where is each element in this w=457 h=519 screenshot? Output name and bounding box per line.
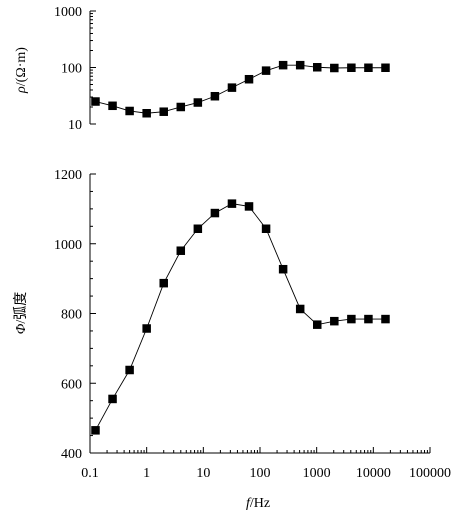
resistivity-point (347, 63, 356, 72)
bottom-x-tick-label: 0.1 (81, 466, 99, 481)
top-y-axis-label: ρ/(Ω·m) (14, 47, 29, 94)
bottom-x-label-symbol: f (246, 496, 252, 511)
resistivity-point (125, 106, 134, 116)
top-y-label-unit: /(Ω·m) (14, 47, 29, 87)
phase-point (193, 224, 203, 233)
bottom-y-tick-label: 800 (61, 308, 82, 323)
bottom-x-tick-label: 100 (250, 466, 271, 481)
top-y-ticks (90, 10, 96, 125)
bottom-x-label-unit: /Hz (250, 496, 270, 511)
phase-point (91, 426, 100, 435)
resistivity-point (278, 60, 288, 70)
resistivity-point (313, 63, 322, 72)
phase-point (159, 278, 168, 288)
bottom-y-tick-labels: 400 600 800 1000 1200 (54, 168, 82, 462)
resistivity-point (364, 63, 373, 72)
phase-point (313, 320, 322, 329)
resistivity-point (91, 97, 100, 106)
bottom-y-label-unit: /弧度 (13, 292, 29, 324)
top-y-tick-label: 10 (68, 118, 82, 133)
top-y-tick-labels: 10 100 1000 (54, 5, 82, 133)
resistivity-point (244, 74, 254, 84)
resistivity-point (142, 109, 151, 118)
resistivity-point (210, 91, 220, 101)
resistivity-point (176, 102, 186, 112)
bottom-x-tick-label: 10 (196, 466, 210, 481)
phase-point (347, 314, 356, 324)
phase-point (381, 314, 390, 324)
phase-point (295, 304, 305, 314)
bottom-x-tick-label: 100000 (409, 466, 451, 481)
resistivity-point (108, 101, 117, 111)
top-y-label-symbol: ρ (14, 86, 29, 94)
phase-series-points (91, 199, 390, 435)
phase-point (278, 264, 288, 274)
bottom-x-tick-label: 1000 (303, 466, 331, 481)
bottom-y-tick-label: 1000 (54, 238, 82, 253)
phase-point (227, 199, 237, 208)
resistivity-point (330, 63, 339, 73)
bottom-x-tick-labels: 0.1 1 10 100 1000 10000 100000 (81, 466, 451, 481)
bottom-y-tick-label: 400 (61, 447, 82, 462)
bottom-y-ticks (90, 173, 96, 454)
bottom-y-label-symbol: Φ (14, 323, 29, 334)
resistivity-point (193, 98, 203, 107)
bottom-x-ticks (89, 447, 431, 453)
phase-point (210, 208, 220, 218)
bottom-y-tick-label: 600 (61, 377, 82, 392)
resistivity-panel: 10 100 1000 ρ/(Ω·m) (14, 5, 390, 133)
phase-point (364, 314, 373, 324)
phase-point (176, 246, 186, 255)
resistivity-point (227, 83, 237, 92)
bottom-x-tick-label: 10000 (356, 466, 391, 481)
phase-point (261, 224, 271, 233)
resistivity-point (159, 107, 168, 116)
resistivity-point (295, 60, 305, 70)
bottom-x-axis-label: f/Hz (246, 496, 270, 511)
phase-point (125, 365, 134, 375)
phase-point (108, 394, 117, 404)
bottom-y-tick-label: 1200 (54, 168, 82, 183)
bottom-y-axis-label: Φ/弧度 (13, 292, 29, 335)
phase-point (142, 324, 151, 333)
phase-series-line (95, 203, 386, 431)
resistivity-point (261, 66, 271, 75)
bottom-x-tick-label: 1 (143, 466, 150, 481)
top-y-tick-label: 1000 (54, 5, 82, 20)
resistivity-point (381, 63, 390, 72)
phase-panel: 400 600 800 1000 1200 0.1 1 10 100 1000 10000 1000… (13, 168, 451, 511)
top-y-tick-label: 100 (61, 62, 82, 77)
resistivity-series-points (91, 60, 390, 118)
phase-point (244, 202, 254, 211)
phase-point (330, 316, 339, 326)
resistivity-series-line (95, 64, 386, 114)
